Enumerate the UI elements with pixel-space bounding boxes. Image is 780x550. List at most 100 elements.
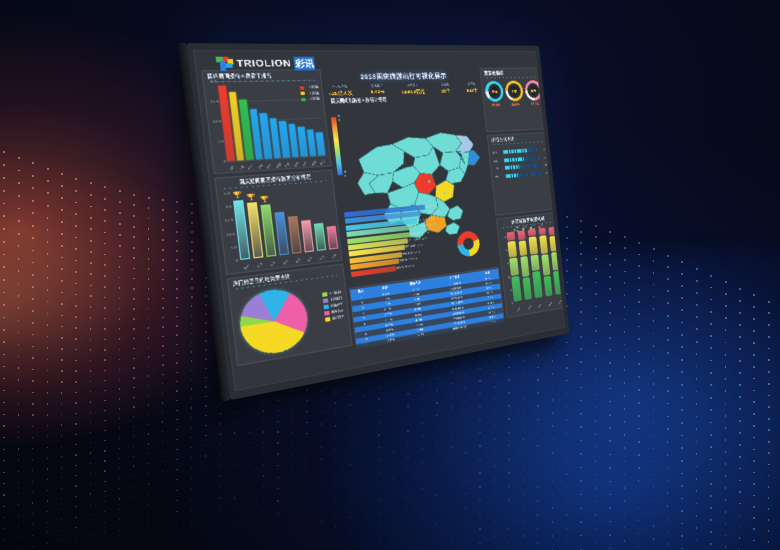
x-tick-label: 黄山 <box>281 258 289 266</box>
stack-segment <box>532 271 543 299</box>
gauge-ring: 交通 <box>484 80 505 102</box>
stack-segment <box>551 251 561 271</box>
table-cell: 湖北省 <box>376 324 404 335</box>
bar[interactable] <box>326 225 339 250</box>
bar[interactable] <box>306 129 317 157</box>
legend-swatch <box>324 316 331 322</box>
gauge-item[interactable]: 交通 87.6% <box>484 80 505 108</box>
table-cell: 四川省 <box>374 314 402 325</box>
progress-row[interactable]: 自驾 68% <box>493 147 548 154</box>
table-cell: 1 <box>350 292 373 302</box>
funnel-row[interactable]: 湖北 3995万人次 <box>349 251 421 264</box>
funnel-row[interactable]: 四川 4615万人次 <box>347 237 427 251</box>
bar[interactable] <box>301 220 315 253</box>
x-tick-label: 华山 <box>318 254 326 262</box>
panel-header-kpis: 2018国庆旅游出行可视化展示 出游总人数 7.26亿人次 同比增长 9.43% 旅游收… <box>323 68 480 107</box>
stack-segment <box>543 275 553 297</box>
legend-item[interactable]: 二线城市 <box>300 91 319 96</box>
y-axis-city-ranking: 2,000 1,500 1,000 500 0 <box>205 79 227 163</box>
progress-value: 68% <box>543 147 548 152</box>
bar[interactable] <box>287 216 302 254</box>
bar[interactable] <box>238 99 254 160</box>
progress-label: 大巴 <box>495 174 501 179</box>
gauge-item[interactable]: 服务 75.2% <box>523 80 544 106</box>
bars-scenic-distribution: 🏆 🏆 🏆 <box>232 185 339 261</box>
legend-item[interactable]: 城市观光 <box>323 302 343 310</box>
gridlines-city-ranking <box>217 79 326 163</box>
stacked-bars-visitor-source <box>506 226 563 303</box>
table-cell: 7 <box>354 324 377 334</box>
table-header-cell: 排名 <box>350 286 372 296</box>
y-tick-label: 1,000 <box>212 119 222 124</box>
progress-bar-group: 自驾 68% 高铁 55% 飞机 41% 大巴 33% <box>493 147 551 182</box>
bar[interactable] <box>288 124 300 158</box>
table-cell: 6 <box>353 319 376 328</box>
funnel-row[interactable]: 河北 3422万人次 <box>350 264 415 277</box>
x-tick-label: 泰山 <box>306 255 314 263</box>
panel-title-scenic-distribution: 国庆期间景区接待游客分布情况 <box>238 174 312 185</box>
progress-row[interactable]: 飞机 41% <box>494 163 549 171</box>
legend-item[interactable]: 乡村旅游 <box>322 290 342 297</box>
legend-label: 二线城市 <box>306 90 320 96</box>
x-tick-label: 北京 <box>227 164 236 173</box>
y-tick-label: 1,000 <box>226 231 236 237</box>
bar[interactable] <box>228 91 245 161</box>
panel-travel-mode: 出行方式占比 自驾 68% 高铁 55% 飞机 41% 大巴 33% <box>486 131 558 216</box>
bar[interactable] <box>269 117 282 159</box>
gauge-percent: 87.6% <box>491 103 501 108</box>
table-cell: 4 <box>352 308 375 318</box>
legend-item[interactable]: 一线城市 <box>299 85 319 90</box>
gauge-item[interactable]: 住宿 80.9% <box>504 80 524 107</box>
legend-swatch <box>301 97 306 101</box>
x-tick-label: 武汉 <box>301 160 309 168</box>
kpi-label: 同比增长 <box>370 83 384 89</box>
scale-high-label: 最高 <box>337 114 342 123</box>
y-tick-label: 100 <box>501 235 507 240</box>
bar[interactable]: 🏆 <box>247 194 264 259</box>
bar[interactable] <box>249 108 263 160</box>
progress-fill <box>503 156 524 162</box>
funnel-row[interactable]: 河南 4870万人次 <box>347 231 429 244</box>
stack-segment <box>506 231 515 241</box>
bar[interactable] <box>316 132 326 156</box>
progress-row[interactable]: 大巴 33% <box>495 170 550 178</box>
stack-segment <box>522 276 533 301</box>
legend-label: 主题乐园 <box>329 296 343 303</box>
bar[interactable]: 🏆 <box>260 197 277 257</box>
gauge-ring: 服务 <box>523 80 543 101</box>
kpi-value: 31个 <box>441 88 451 95</box>
funnel-label: 湖南 4280万人次 <box>404 243 424 250</box>
bar[interactable] <box>259 113 273 159</box>
progress-row[interactable]: 高铁 55% <box>493 155 548 163</box>
kpi-value: 5990.8亿元 <box>401 89 426 96</box>
dashboard-screen: TRIOLION 彩讯 国庆期间接待人数省市排名 2,000 1,500 1,000… <box>192 49 566 392</box>
kpi-label: 省份数 <box>440 82 450 87</box>
stack-segment <box>518 240 528 256</box>
kpi-item: 出游总人数 7.26亿人次 <box>327 83 353 98</box>
bar[interactable] <box>297 126 308 157</box>
legend-item[interactable]: 历史古迹 <box>324 309 344 316</box>
panel-title-satisfaction: 满意度指标 <box>483 70 504 76</box>
panel-title-destination-type: 热门旅游目的地类型占比 <box>232 273 291 287</box>
bar[interactable] <box>217 85 235 162</box>
funnel-label: 安徽 3710万人次 <box>399 257 418 263</box>
legend-item[interactable]: 主题乐园 <box>322 296 343 304</box>
x-tick-label: 华北 <box>537 303 543 309</box>
legend-item[interactable]: 自然风光 <box>324 315 344 322</box>
bar[interactable] <box>278 121 291 158</box>
bar[interactable]: 🏆 <box>233 192 251 261</box>
funnel-row[interactable]: 湖南 4280万人次 <box>348 244 423 258</box>
panel-province-table: 排名 省份 接待人次 热门景区 增幅 1 江苏省 6281万 夫子庙景区 9.2% 2 广东省 590… <box>348 266 505 349</box>
panel-scenic-distribution: 国庆期间景区接待游客分布情况 2,500 2,000 1,500 1,000 500 0 … <box>214 169 343 276</box>
bar[interactable] <box>274 211 290 256</box>
bar[interactable] <box>313 223 327 251</box>
table-cell: 安徽省 <box>376 330 404 340</box>
table-cell: 湖南省 <box>375 319 403 330</box>
legend-label: 历史古迹 <box>331 308 344 315</box>
x-axis-visitor-source: 华东 华南 华北 西南 华中 <box>515 300 564 313</box>
legend-item[interactable]: 三线城市 <box>301 97 320 102</box>
funnel-row[interactable]: 安徽 3710万人次 <box>350 257 418 271</box>
progress-label: 飞机 <box>494 166 500 171</box>
x-tick-label: 乌镇 <box>330 252 338 260</box>
progress-track <box>503 155 540 162</box>
